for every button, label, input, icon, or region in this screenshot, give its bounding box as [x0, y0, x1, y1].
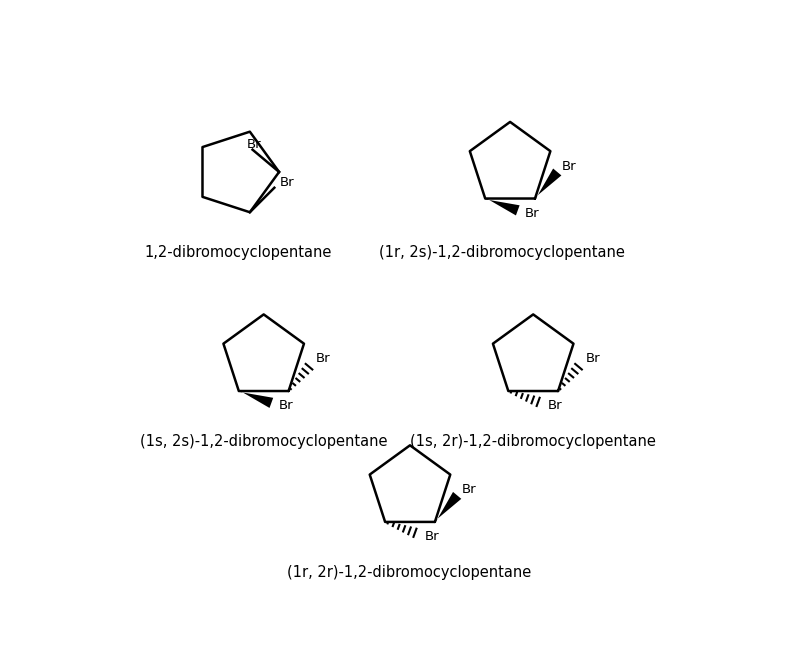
Text: (1s, 2s)-1,2-dibromocyclopentane: (1s, 2s)-1,2-dibromocyclopentane [141, 434, 388, 449]
Polygon shape [534, 168, 562, 199]
Text: Br: Br [316, 352, 330, 365]
Text: Br: Br [562, 160, 577, 172]
Polygon shape [434, 492, 462, 522]
Text: Br: Br [462, 483, 477, 496]
Text: Br: Br [246, 139, 262, 151]
Polygon shape [485, 198, 520, 215]
Text: Br: Br [280, 176, 294, 189]
Text: Br: Br [525, 206, 540, 219]
Polygon shape [238, 391, 274, 408]
Text: (1r, 2r)-1,2-dibromocyclopentane: (1r, 2r)-1,2-dibromocyclopentane [287, 565, 531, 579]
Text: Br: Br [425, 530, 439, 543]
Text: (1s, 2r)-1,2-dibromocyclopentane: (1s, 2r)-1,2-dibromocyclopentane [410, 434, 656, 449]
Text: Br: Br [548, 399, 562, 412]
Text: 1,2-dibromocyclopentane: 1,2-dibromocyclopentane [144, 245, 332, 260]
Text: Br: Br [278, 399, 294, 412]
Text: (1r, 2s)-1,2-dibromocyclopentane: (1r, 2s)-1,2-dibromocyclopentane [379, 245, 625, 260]
Text: Br: Br [586, 352, 600, 365]
